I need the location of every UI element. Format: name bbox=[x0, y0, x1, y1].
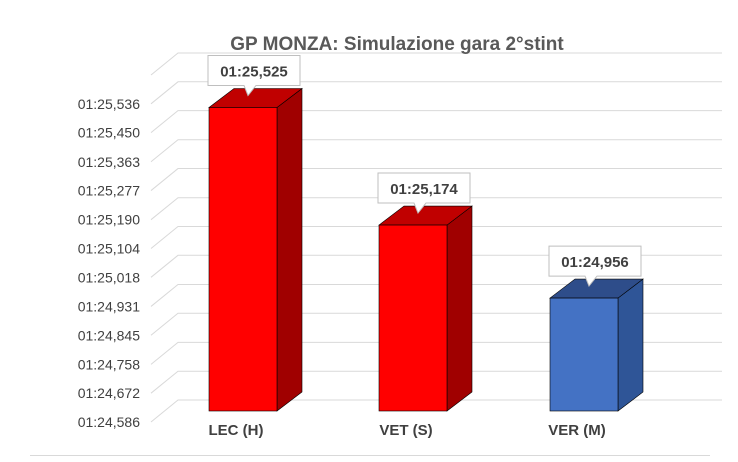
data-label-box bbox=[548, 245, 642, 288]
data-label-2: 01:24,956 bbox=[548, 245, 642, 288]
data-label-1: 01:25,174 bbox=[377, 172, 471, 215]
y-tick-label: 01:25,363 bbox=[78, 154, 140, 170]
bar-front bbox=[208, 107, 278, 412]
gridline bbox=[150, 81, 722, 105]
data-label-text: 01:25,525 bbox=[220, 63, 288, 80]
data-label-box bbox=[377, 172, 471, 215]
gridline bbox=[150, 283, 722, 307]
bar-side bbox=[446, 205, 473, 412]
x-axis-tick-labels: LEC (H) VET (S) VER (M) bbox=[209, 422, 606, 439]
y-tick-label: 01:25,104 bbox=[78, 241, 140, 257]
data-labels: 01:25,525 01:25,174 01:24,956 bbox=[207, 54, 642, 288]
data-label-0: 01:25,525 bbox=[207, 54, 301, 97]
x-tick-label: VET (S) bbox=[379, 422, 432, 439]
y-tick-label: 01:25,018 bbox=[78, 269, 140, 285]
bar-side bbox=[617, 278, 644, 412]
bars bbox=[208, 87, 644, 412]
y-tick-label: 01:25,536 bbox=[78, 96, 140, 112]
gridline bbox=[150, 226, 722, 249]
gridline bbox=[150, 312, 722, 336]
chart-title: GP MONZA: Simulazione gara 2°stint bbox=[230, 34, 564, 55]
y-tick-label: 01:25,190 bbox=[78, 212, 140, 228]
data-label-text: 01:24,956 bbox=[561, 254, 629, 271]
gridline bbox=[150, 341, 722, 365]
data-label-box bbox=[207, 54, 301, 97]
x-tick-label: VER (M) bbox=[548, 422, 606, 439]
gridline bbox=[150, 52, 722, 76]
bar-front bbox=[378, 224, 448, 412]
gridline bbox=[150, 254, 722, 278]
y-tick-label: 01:24,845 bbox=[78, 327, 140, 343]
bar-0 bbox=[208, 87, 303, 412]
bar-2 bbox=[549, 278, 644, 412]
grid-lines bbox=[150, 52, 722, 423]
bar-side bbox=[276, 87, 303, 412]
y-axis-tick-labels: 01:24,586 01:24,672 01:24,758 01:24,845 01:2… bbox=[78, 96, 140, 430]
gridline bbox=[150, 168, 722, 191]
y-tick-label: 01:25,450 bbox=[78, 125, 140, 141]
bar-front bbox=[549, 297, 619, 412]
data-label-text: 01:25,174 bbox=[390, 181, 458, 198]
y-tick-label: 01:25,277 bbox=[78, 183, 140, 199]
bottom-divider bbox=[30, 455, 710, 456]
y-tick-label: 01:24,586 bbox=[78, 414, 140, 430]
y-tick-label: 01:24,672 bbox=[78, 385, 140, 401]
gridline bbox=[150, 197, 722, 221]
y-tick-label: 01:24,758 bbox=[78, 356, 140, 372]
gridline bbox=[150, 110, 722, 133]
bar-1 bbox=[378, 205, 473, 412]
y-tick-label: 01:24,931 bbox=[78, 298, 140, 314]
gridline bbox=[150, 139, 722, 163]
gridline bbox=[150, 399, 722, 423]
x-tick-label: LEC (H) bbox=[209, 422, 264, 439]
gridline bbox=[150, 370, 722, 394]
